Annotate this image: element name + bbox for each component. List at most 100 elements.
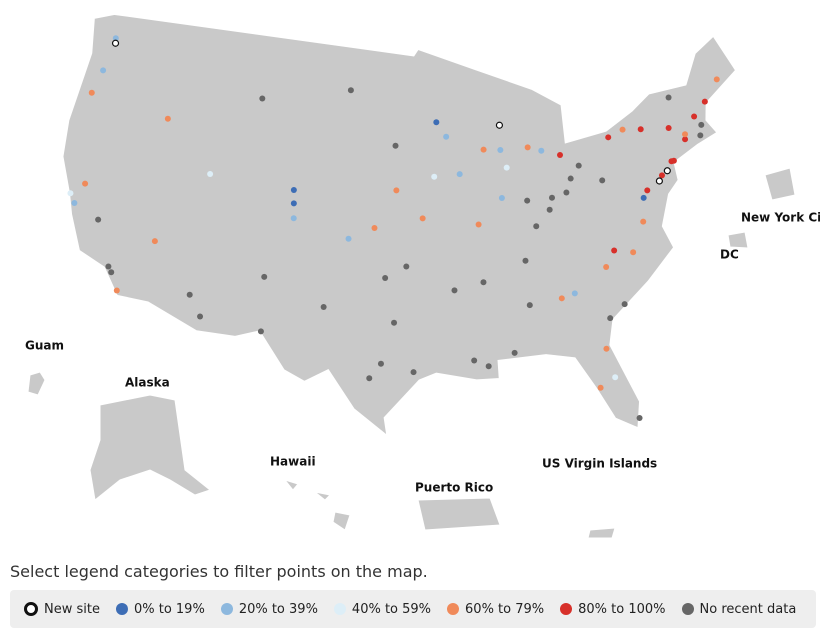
legend-label: 60% to 79%	[465, 601, 545, 617]
site-point	[524, 197, 531, 204]
legend-item[interactable]: 40% to 59%	[333, 601, 432, 617]
site-point	[392, 142, 399, 149]
site-point	[563, 189, 570, 196]
site-point	[511, 349, 518, 356]
guam-shape	[27, 371, 46, 396]
inset-label: Alaska	[125, 376, 170, 390]
legend-item[interactable]: 80% to 100%	[560, 602, 666, 617]
site-point	[640, 218, 647, 225]
site-point	[410, 369, 417, 376]
site-point	[644, 187, 651, 194]
site-point	[471, 357, 478, 364]
site-point	[366, 375, 373, 382]
usa-shape	[61, 13, 737, 438]
site-point	[571, 290, 578, 297]
site-point	[433, 119, 440, 126]
virgin-islands-shape	[587, 527, 616, 539]
site-point	[95, 216, 102, 223]
site-point	[100, 67, 107, 74]
site-point	[713, 76, 720, 83]
site-point	[701, 98, 708, 105]
site-point	[480, 279, 487, 286]
site-point	[665, 94, 672, 101]
site-point	[522, 257, 529, 264]
site-point	[670, 157, 677, 164]
site-point	[567, 175, 574, 182]
site-point	[682, 131, 689, 138]
site-point	[431, 173, 438, 180]
site-point	[605, 134, 612, 141]
legend-label: 40% to 59%	[351, 601, 432, 617]
site-point	[382, 274, 389, 281]
site-point	[607, 315, 614, 322]
site-point	[105, 263, 112, 270]
site-point	[546, 206, 553, 213]
legend-item[interactable]: 0% to 19%	[115, 601, 205, 617]
site-point	[391, 319, 398, 326]
legend-swatch	[681, 603, 694, 615]
site-point	[612, 374, 619, 381]
dc-shape	[727, 231, 749, 249]
site-point	[261, 273, 268, 280]
legend-swatch	[220, 603, 233, 615]
site-point	[207, 171, 214, 178]
site-point	[71, 199, 78, 206]
insets	[27, 167, 796, 539]
site-point	[419, 215, 426, 222]
site-point	[597, 384, 604, 391]
site-point	[630, 249, 637, 256]
site-point	[619, 126, 626, 133]
site-point	[503, 164, 510, 171]
site-point	[113, 287, 120, 294]
site-point	[393, 187, 400, 194]
site-point	[533, 223, 540, 230]
site-point	[290, 200, 297, 207]
legend-swatch	[24, 602, 38, 616]
site-point	[197, 313, 204, 320]
site-point	[347, 87, 354, 94]
legend-swatch	[447, 603, 460, 615]
site-point	[495, 121, 504, 129]
site-point	[259, 95, 266, 102]
site-point	[485, 363, 492, 370]
site-point	[371, 225, 378, 232]
site-point	[682, 136, 689, 143]
site-point	[557, 152, 564, 159]
site-point	[377, 360, 384, 367]
site-point	[112, 35, 119, 42]
inset-label: Hawaii	[270, 455, 316, 469]
site-point	[108, 269, 115, 276]
site-point	[67, 190, 74, 197]
site-point	[575, 162, 582, 169]
site-point	[443, 133, 450, 140]
site-point	[475, 221, 482, 228]
inset-label: DC	[720, 248, 739, 262]
legend-label: 0% to 19%	[133, 601, 205, 617]
site-point	[497, 146, 504, 153]
site-point	[603, 263, 610, 270]
alaska-shape	[89, 394, 212, 501]
site-point	[655, 177, 663, 185]
legend-item[interactable]: 20% to 39%	[220, 601, 318, 617]
site-point	[665, 125, 672, 132]
legend-item[interactable]: 60% to 79%	[447, 602, 544, 617]
map: Guam Alaska Hawaii Puerto Rico US Virgin…	[25, 13, 820, 539]
site-point	[599, 177, 606, 184]
inset-label: Puerto Rico	[415, 481, 493, 495]
site-point	[451, 287, 458, 294]
legend: New site 0% to 19% 20% to 39% 40% to 59% 60%…	[10, 590, 816, 628]
legend-item[interactable]: New site	[24, 602, 100, 617]
site-point	[456, 171, 463, 178]
site-point	[320, 303, 327, 310]
site-point	[548, 194, 555, 201]
site-point	[111, 39, 120, 47]
inset-label: New York Ci	[741, 211, 820, 225]
legend-label: 20% to 39%	[238, 601, 318, 617]
site-point	[151, 238, 158, 245]
site-point	[558, 295, 565, 302]
legend-item[interactable]: No recent data	[681, 602, 796, 617]
legend-swatch	[115, 603, 128, 615]
hawaii-shape	[283, 479, 351, 531]
site-point	[345, 235, 352, 242]
